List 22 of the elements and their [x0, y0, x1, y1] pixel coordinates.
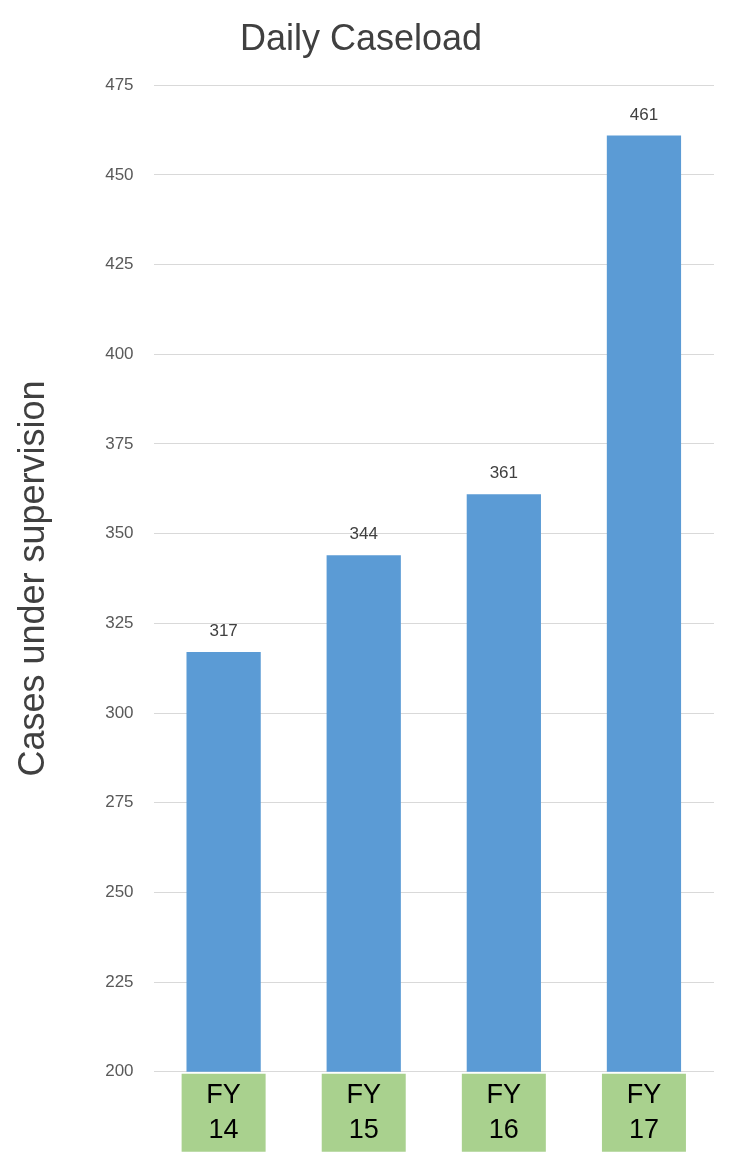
- y-tick-label: 275: [105, 792, 134, 812]
- x-tick-label: FY 15: [346, 1078, 381, 1144]
- data-label: 344: [349, 524, 378, 544]
- data-label: 361: [489, 463, 519, 483]
- chart-title: Daily Caseload: [239, 16, 483, 58]
- y-tick-label: 225: [105, 971, 134, 991]
- x-tick-label: FY 14: [206, 1078, 241, 1144]
- y-axis-title: Cases under supervision: [10, 380, 52, 777]
- y-tick-label: 400: [105, 343, 134, 363]
- y-tick-label: 375: [105, 433, 134, 453]
- y-tick-label: 450: [105, 164, 134, 184]
- y-tick-label: 350: [105, 523, 134, 543]
- y-tick-label: 300: [105, 702, 134, 722]
- y-tick-label: 325: [105, 613, 134, 633]
- data-label: 461: [629, 104, 659, 124]
- y-tick-label: 425: [105, 254, 134, 274]
- x-tick-label: FY 16: [486, 1078, 522, 1144]
- data-label: 317: [209, 621, 238, 641]
- y-tick-label: 475: [105, 74, 134, 94]
- y-tick-label: 200: [105, 1061, 134, 1081]
- y-tick-label: 250: [105, 882, 134, 902]
- x-tick-label: FY 17: [626, 1078, 662, 1144]
